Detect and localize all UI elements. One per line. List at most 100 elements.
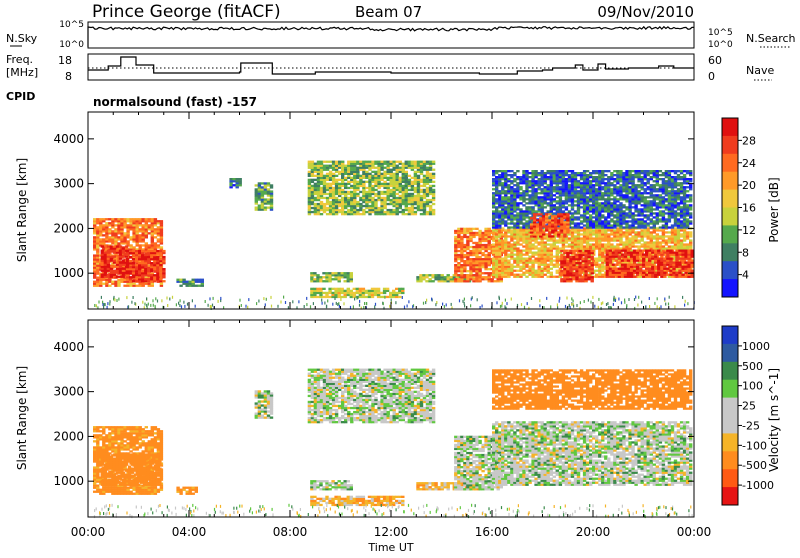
echo-cell (331, 208, 336, 212)
echo-cell (138, 234, 142, 237)
echo-cell (135, 266, 139, 269)
echo-cell (552, 172, 556, 175)
echo-cell (159, 226, 164, 229)
echo-cell (325, 186, 330, 190)
echo-cell (118, 249, 123, 252)
echo-cell (425, 166, 430, 169)
echo-cell (100, 251, 104, 254)
echo-cell (492, 224, 496, 227)
echo-cell (100, 253, 104, 256)
echo-cell (564, 194, 569, 197)
program-label: normalsound (fast) -157 (93, 95, 257, 109)
echo-cell (431, 196, 436, 200)
echo-cell (625, 247, 629, 250)
echo-cell (619, 192, 623, 195)
echo-cell (682, 235, 687, 238)
echo-cell (401, 289, 405, 292)
echo-cell (540, 178, 544, 181)
echo-cell (466, 237, 470, 241)
echo-cell (319, 162, 324, 165)
echo-cell (561, 172, 566, 175)
echo-cell (613, 178, 617, 181)
echo-cell (673, 247, 678, 250)
echo-cell (356, 210, 360, 214)
echo-cell (552, 178, 556, 181)
echo-cell (549, 176, 553, 179)
echo-cell (353, 174, 357, 177)
echo-cell (383, 192, 387, 196)
echo-cell (392, 186, 396, 190)
echo-cell (159, 249, 163, 253)
echo-cell (561, 170, 566, 173)
echo-cell (410, 186, 415, 190)
echo-cell (564, 172, 569, 175)
echo-cell (374, 180, 378, 183)
echo-cell (546, 170, 550, 173)
echo-cell (328, 174, 333, 177)
echo-cell (138, 268, 142, 271)
echo-cell (428, 213, 433, 216)
echo-cell (389, 194, 393, 198)
echo-cell (316, 295, 320, 299)
echo-cell (673, 243, 678, 246)
echo-cell (613, 216, 617, 219)
echo-cell (100, 263, 104, 266)
echo-cell (114, 280, 118, 283)
echo-cell (570, 194, 575, 197)
echo-cell (564, 186, 569, 189)
echo-cell (487, 243, 491, 247)
echo-cell (564, 178, 569, 181)
echo-cell (466, 247, 470, 251)
echo-cell (531, 172, 535, 175)
echo-cell (610, 247, 614, 250)
freq-label-line2: [MHz] (6, 66, 38, 79)
echo-cell (123, 232, 127, 235)
echo-cell (102, 240, 106, 243)
echo-cell (582, 237, 587, 240)
echo-cell (522, 210, 526, 213)
echo-cell (260, 208, 265, 211)
echo-cell (144, 282, 148, 285)
echo-cell (331, 291, 335, 295)
echo-cell (646, 235, 650, 238)
echo-cell (543, 174, 547, 177)
echo-cell (576, 247, 581, 250)
echo-cell (634, 245, 638, 248)
echo-cell (601, 251, 605, 254)
echo-cell (510, 229, 514, 232)
echo-cell (546, 190, 550, 193)
echo-cell (504, 265, 508, 268)
echo-cell (487, 247, 491, 251)
echo-cell (507, 222, 511, 225)
echo-cell (573, 200, 578, 203)
echo-cell (555, 196, 559, 199)
echo-cell (395, 200, 399, 204)
echo-cell (610, 184, 614, 187)
echo-cell (449, 278, 453, 281)
echo-cell (111, 280, 115, 283)
echo-cell (601, 263, 605, 266)
echo-cell (628, 233, 632, 236)
echo-cell (150, 282, 154, 285)
echo-cell (561, 176, 566, 179)
echo-cell (159, 246, 164, 249)
echo-cell (513, 265, 517, 268)
echo-cell (522, 257, 526, 260)
echo-cell (132, 278, 136, 281)
echo-cell (601, 233, 605, 236)
echo-cell (573, 224, 578, 227)
echo-cell (460, 258, 464, 261)
echo-cell (338, 200, 342, 204)
echo-cell (138, 240, 142, 243)
echo-cell (346, 289, 350, 292)
echo-cell (573, 188, 578, 191)
echo-cell (135, 274, 139, 277)
echo-cell (416, 190, 421, 194)
echo-cell (112, 259, 117, 262)
echo-cell (595, 220, 599, 223)
echo-cell (392, 196, 396, 200)
echo-cell (404, 184, 408, 188)
echo-cell (392, 168, 396, 171)
echo-cell (398, 295, 402, 299)
echo-cell (516, 170, 520, 173)
